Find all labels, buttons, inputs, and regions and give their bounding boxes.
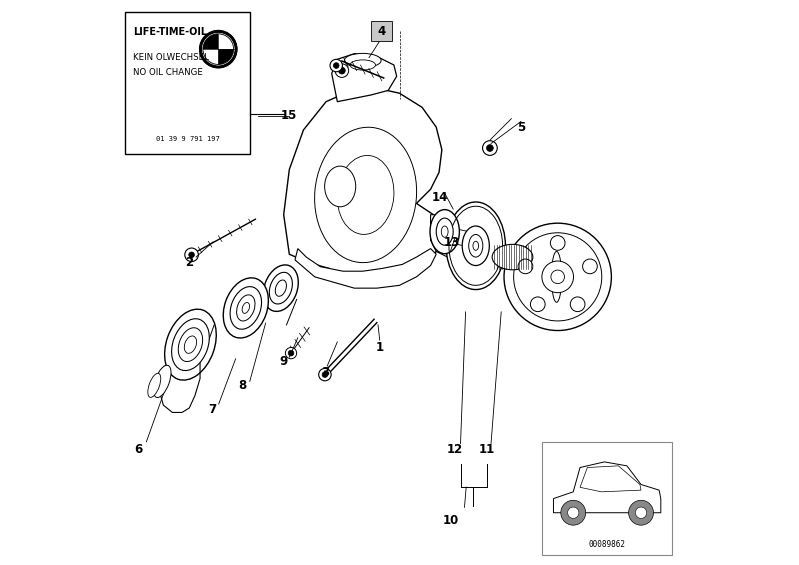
Ellipse shape bbox=[165, 309, 217, 380]
Text: KEIN OLWECHSEL: KEIN OLWECHSEL bbox=[133, 53, 209, 62]
Circle shape bbox=[518, 259, 533, 273]
Ellipse shape bbox=[492, 244, 533, 270]
Text: 8: 8 bbox=[238, 379, 247, 392]
Text: 2: 2 bbox=[185, 256, 193, 270]
Ellipse shape bbox=[350, 60, 376, 70]
Circle shape bbox=[629, 501, 654, 525]
Wedge shape bbox=[218, 49, 233, 64]
Text: 1: 1 bbox=[376, 341, 384, 354]
Circle shape bbox=[189, 252, 194, 258]
Ellipse shape bbox=[324, 166, 356, 207]
FancyBboxPatch shape bbox=[371, 21, 392, 41]
Ellipse shape bbox=[446, 202, 506, 290]
Ellipse shape bbox=[441, 226, 448, 237]
Circle shape bbox=[514, 233, 602, 321]
Ellipse shape bbox=[269, 272, 292, 304]
Circle shape bbox=[570, 297, 585, 312]
Ellipse shape bbox=[178, 328, 203, 362]
Circle shape bbox=[335, 64, 348, 77]
Text: LIFE-TIME-OIL: LIFE-TIME-OIL bbox=[133, 27, 207, 37]
Ellipse shape bbox=[344, 54, 381, 67]
Ellipse shape bbox=[172, 319, 209, 371]
Polygon shape bbox=[431, 215, 484, 260]
Circle shape bbox=[567, 507, 579, 519]
Text: 4: 4 bbox=[377, 24, 386, 38]
Text: 01 39 9 791 197: 01 39 9 791 197 bbox=[156, 136, 220, 142]
Circle shape bbox=[635, 507, 646, 519]
Text: 12: 12 bbox=[447, 442, 463, 456]
Ellipse shape bbox=[469, 234, 483, 257]
Circle shape bbox=[200, 31, 237, 68]
Ellipse shape bbox=[242, 302, 249, 314]
Circle shape bbox=[319, 368, 331, 381]
Text: NO OIL CHANGE: NO OIL CHANGE bbox=[133, 68, 203, 77]
Circle shape bbox=[202, 33, 234, 65]
Ellipse shape bbox=[462, 226, 489, 266]
Text: 10: 10 bbox=[442, 514, 459, 528]
Ellipse shape bbox=[223, 278, 268, 338]
Polygon shape bbox=[332, 54, 396, 102]
FancyBboxPatch shape bbox=[125, 12, 250, 154]
Circle shape bbox=[582, 259, 598, 273]
Circle shape bbox=[504, 223, 611, 331]
Circle shape bbox=[185, 248, 198, 262]
Text: 5: 5 bbox=[517, 120, 525, 134]
Circle shape bbox=[330, 59, 343, 72]
Ellipse shape bbox=[230, 286, 261, 329]
Circle shape bbox=[333, 63, 339, 68]
Circle shape bbox=[322, 372, 328, 377]
Text: 7: 7 bbox=[208, 403, 216, 416]
Wedge shape bbox=[203, 34, 218, 49]
Circle shape bbox=[339, 67, 345, 74]
Ellipse shape bbox=[473, 241, 479, 250]
Polygon shape bbox=[284, 88, 442, 285]
Circle shape bbox=[288, 350, 294, 356]
Ellipse shape bbox=[551, 251, 562, 302]
Circle shape bbox=[551, 236, 565, 250]
FancyBboxPatch shape bbox=[542, 442, 673, 555]
Text: 13: 13 bbox=[443, 236, 459, 250]
Ellipse shape bbox=[430, 210, 459, 254]
Circle shape bbox=[542, 261, 574, 293]
Circle shape bbox=[483, 141, 497, 155]
Text: 9: 9 bbox=[280, 355, 288, 368]
Ellipse shape bbox=[237, 295, 255, 321]
Ellipse shape bbox=[264, 265, 298, 311]
Circle shape bbox=[551, 270, 564, 284]
Circle shape bbox=[561, 501, 586, 525]
Wedge shape bbox=[218, 34, 233, 49]
Ellipse shape bbox=[436, 218, 453, 245]
Ellipse shape bbox=[315, 127, 416, 263]
Text: 00089862: 00089862 bbox=[589, 540, 626, 549]
Text: 3: 3 bbox=[321, 366, 329, 380]
Ellipse shape bbox=[337, 155, 394, 234]
Text: 11: 11 bbox=[479, 442, 495, 456]
Circle shape bbox=[285, 347, 296, 359]
Polygon shape bbox=[554, 462, 661, 513]
Text: 6: 6 bbox=[134, 442, 142, 456]
Polygon shape bbox=[295, 249, 436, 288]
Ellipse shape bbox=[148, 373, 161, 397]
Ellipse shape bbox=[276, 280, 286, 296]
Text: 14: 14 bbox=[432, 191, 448, 205]
Ellipse shape bbox=[185, 336, 197, 353]
Circle shape bbox=[487, 145, 493, 151]
Ellipse shape bbox=[153, 365, 171, 398]
Text: 15: 15 bbox=[281, 109, 297, 123]
Wedge shape bbox=[203, 49, 218, 64]
Circle shape bbox=[531, 297, 545, 312]
